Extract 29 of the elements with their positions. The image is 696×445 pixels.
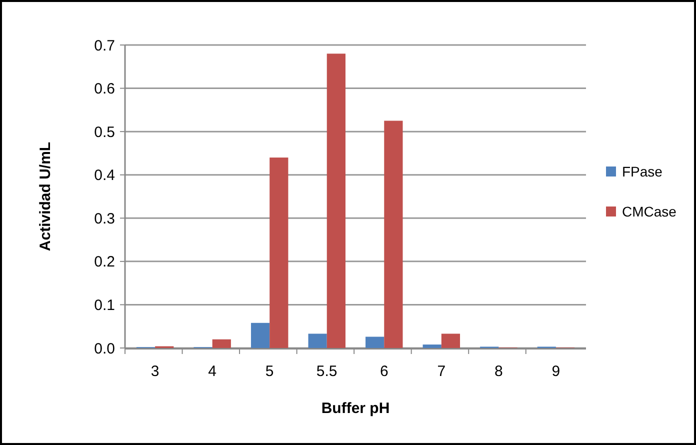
legend-label: FPase	[622, 163, 663, 180]
bar	[384, 120, 403, 348]
y-tick-label: 0.1	[94, 296, 115, 314]
bar	[270, 158, 288, 348]
y-tick-label: 0.4	[94, 167, 115, 184]
bar	[212, 339, 231, 348]
x-tick-label: 4	[208, 363, 217, 380]
y-tick-label: 0.5	[94, 124, 115, 141]
bar	[366, 336, 384, 348]
y-tick-label: 0.6	[94, 80, 115, 98]
x-axis-title: Buffer pH	[321, 400, 390, 417]
x-tick-label: 9	[552, 363, 560, 380]
bar	[422, 344, 442, 348]
x-tick-label: 8	[494, 363, 503, 380]
bar	[441, 334, 460, 348]
y-tick-label: 0.7	[94, 37, 115, 54]
legend-label: CMCase	[622, 203, 677, 220]
y-tick-label: 0.0	[94, 340, 115, 358]
bar	[250, 322, 270, 348]
y-tick-label: 0.3	[94, 210, 115, 228]
x-tick-label: 6	[380, 363, 388, 380]
x-tick-label: 3	[150, 363, 160, 380]
bar	[308, 334, 327, 348]
x-tick-label: 7	[437, 363, 446, 380]
x-tick-label: 5.5	[316, 363, 338, 380]
y-tick-label: 0.2	[94, 254, 115, 271]
bar	[326, 54, 346, 348]
x-tick-label: 5	[265, 363, 274, 380]
y-axis-title: Actividad U/mL	[37, 142, 54, 252]
